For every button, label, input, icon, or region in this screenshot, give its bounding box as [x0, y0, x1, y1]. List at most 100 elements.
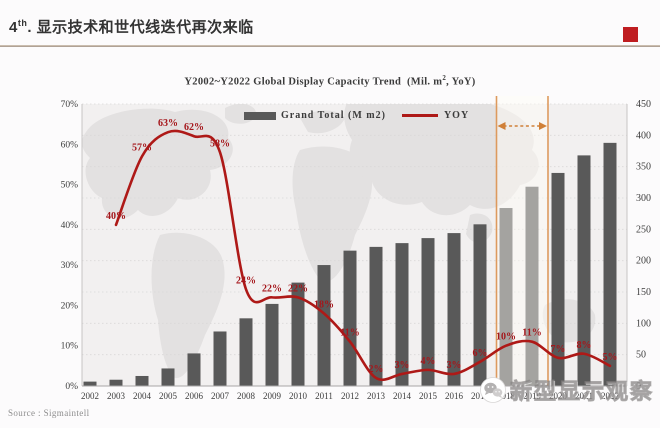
bar-2013	[369, 246, 383, 386]
watermark: 新型显示观察	[480, 374, 654, 406]
arrowhead-left	[497, 122, 506, 130]
x-axis-tick: 2004	[133, 391, 152, 401]
legend-bar-swatch	[244, 111, 276, 120]
x-axis-tick: 2007	[211, 391, 230, 401]
left-axis-tick: 10%	[61, 342, 79, 352]
x-axis-tick: 2019	[523, 391, 542, 401]
bar-2011	[317, 265, 331, 386]
left-axis-tick: 0%	[65, 382, 78, 392]
x-axis-tick: 2020	[549, 391, 568, 401]
right-axis-tick: 200	[636, 256, 651, 267]
bar-2002	[83, 381, 97, 386]
page-title: 4th. 显示技术和世代线迭代再次来临	[9, 18, 254, 36]
right-axis-tick: 100	[636, 318, 651, 329]
accent-square	[623, 27, 638, 42]
yoy-label-2005: 63%	[158, 118, 178, 129]
left-axis-tick: 50%	[61, 181, 79, 191]
title-superscript: th	[17, 18, 28, 28]
right-axis-tick: 400	[636, 130, 651, 141]
x-axis-tick: 2018	[497, 391, 516, 401]
x-axis-tick: 2012	[341, 391, 359, 401]
x-axis-tick: 2006	[185, 391, 204, 401]
bar-2005	[161, 368, 175, 386]
right-axis-tick: 250	[636, 224, 651, 235]
x-axis-tick: 2003	[107, 391, 126, 401]
yoy-label-2014: 3%	[395, 360, 410, 371]
legend-bar-label: Grand Total (M m2)	[281, 110, 386, 121]
highlight-fill	[496, 96, 548, 386]
yoy-label-2010: 22%	[288, 283, 308, 294]
right-axis-tick: 50	[636, 350, 646, 361]
bar-2014	[395, 243, 409, 386]
bar-2018	[499, 208, 513, 386]
bar-2003	[109, 379, 123, 386]
yoy-label-2011: 18%	[314, 299, 334, 310]
wechat-icon	[480, 377, 506, 403]
bar-2017	[473, 224, 487, 386]
x-axis-tick: 2010	[289, 391, 308, 401]
yoy-label-2012: 11%	[340, 328, 359, 339]
left-axis-tick: 20%	[61, 301, 79, 311]
x-axis-tick: 2011	[315, 391, 333, 401]
bar-2009	[265, 303, 279, 386]
arrowhead-right	[539, 122, 547, 130]
yoy-label-2017: 6%	[473, 348, 488, 359]
right-axis-tick: 0	[636, 381, 641, 392]
yoy-label-2009: 22%	[262, 283, 282, 294]
chart-title: Y2002~Y2022 Global Display Capacity Tren…	[184, 74, 476, 88]
x-axis-tick: 2021	[575, 391, 593, 401]
yoy-label-2019: 11%	[522, 328, 541, 339]
x-axis-tick: 2015	[419, 391, 438, 401]
bar-2012	[343, 250, 357, 386]
yoy-label-2020: 7%	[551, 344, 566, 355]
x-axis-tick: 2014	[393, 391, 412, 401]
bar-2015	[421, 238, 435, 386]
bar-2022	[603, 142, 617, 386]
x-axis-tick: 2009	[263, 391, 282, 401]
yoy-label-2016: 3%	[447, 360, 462, 371]
slide-header: 4th. 显示技术和世代线迭代再次来临	[0, 0, 660, 48]
bar-2019	[525, 186, 539, 386]
bar-2007	[213, 331, 227, 386]
left-axis-tick: 60%	[61, 140, 79, 150]
source-note: Source : Sigmaintell	[8, 408, 90, 418]
x-axis-tick: 2013	[367, 391, 386, 401]
x-axis-tick: 2022	[601, 391, 619, 401]
bar-2004	[135, 375, 149, 386]
x-axis-tick: 2005	[159, 391, 178, 401]
x-axis-tick: 2017	[471, 391, 490, 401]
x-axis-tick: 2016	[445, 391, 464, 401]
yoy-label-2018: 10%	[496, 332, 516, 343]
left-axis-tick: 30%	[61, 261, 79, 271]
right-axis-tick: 450	[636, 99, 651, 110]
yoy-label-2006: 62%	[184, 122, 204, 133]
x-axis-tick: 2008	[237, 391, 256, 401]
yoy-label-2021: 8%	[577, 340, 592, 351]
bar-2008	[239, 318, 253, 386]
yoy-label-2004: 57%	[132, 142, 152, 153]
title-divider	[0, 45, 660, 47]
right-axis-tick: 300	[636, 193, 651, 204]
yoy-label-2013: 2%	[369, 364, 384, 375]
yoy-label-2022: 5%	[603, 352, 618, 363]
legend-line-swatch	[401, 114, 438, 117]
yoy-label-2008: 24%	[236, 275, 256, 286]
watermark-text: 新型显示观察	[509, 379, 654, 405]
left-axis-tick: 40%	[61, 221, 79, 231]
yoy-label-2007: 58%	[210, 138, 230, 149]
chart-legend: Grand Total (M m2) YOY	[244, 110, 469, 121]
bar-2016	[447, 233, 461, 386]
bar-2010	[291, 282, 305, 386]
bar-2021	[577, 155, 591, 386]
bar-2006	[187, 353, 201, 386]
yoy-line	[114, 129, 612, 382]
right-axis-tick: 150	[636, 287, 651, 298]
yoy-label-2003: 40%	[106, 211, 126, 222]
yoy-label-2015: 4%	[421, 356, 436, 367]
left-axis-tick: 70%	[61, 100, 79, 110]
legend-line-label: YOY	[443, 110, 470, 121]
bar-2020	[551, 172, 565, 386]
x-axis-tick: 2002	[81, 391, 99, 401]
